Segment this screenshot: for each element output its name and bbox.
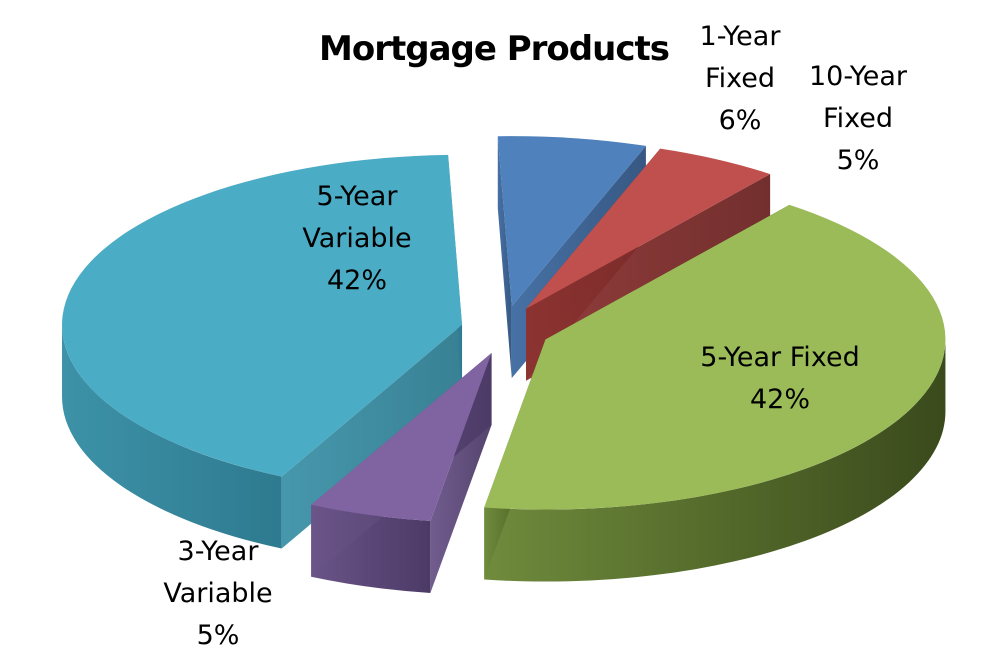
pie-slice bbox=[526, 148, 771, 309]
pie-slice bbox=[311, 353, 492, 522]
pie-slice bbox=[484, 204, 946, 510]
slice-label: 10-Year Fixed 5% bbox=[809, 61, 908, 176]
pie-slice bbox=[62, 154, 463, 477]
slice-label: 5-Year Fixed 42% bbox=[700, 342, 859, 415]
slice-label: 3-Year Variable 5% bbox=[163, 536, 272, 651]
slice-label: 5-Year Variable 42% bbox=[302, 181, 411, 296]
slice-label: 1-Year Fixed 6% bbox=[700, 21, 782, 136]
chart-title: Mortgage Products bbox=[319, 29, 669, 69]
pie-slice bbox=[497, 136, 646, 307]
